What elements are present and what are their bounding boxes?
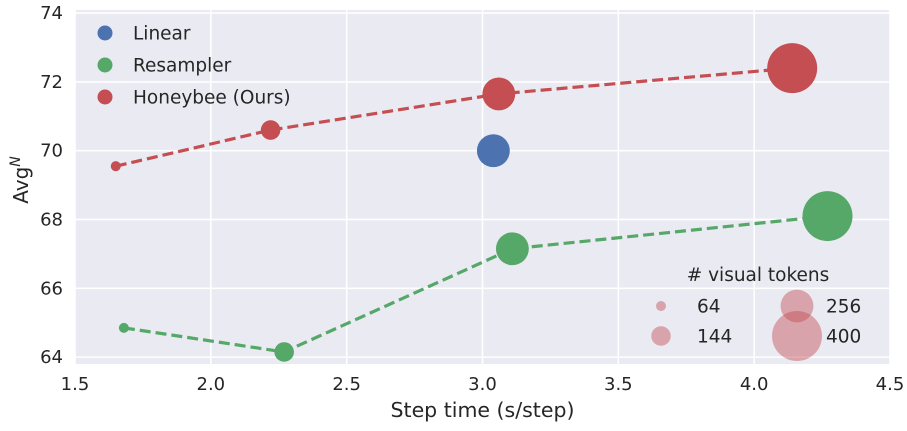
- legend-item-resampler: Resampler: [133, 56, 232, 77]
- size-legend-label-256: 256: [826, 297, 861, 318]
- size-legend-bubble-256: [780, 289, 814, 323]
- x-tick-label-4.5: 4.5: [876, 374, 905, 395]
- x-tick-label-3.5: 3.5: [604, 374, 633, 395]
- data-point-honeybee-ours-400: [767, 43, 818, 94]
- y-tick-label-70: 70: [40, 141, 63, 162]
- data-point-linear-256: [476, 134, 510, 168]
- series-line-resampler: [123, 214, 828, 354]
- data-point-resampler-256: [495, 232, 529, 266]
- x-tick-label-2.5: 2.5: [332, 374, 361, 395]
- y-tick-label-66: 66: [40, 278, 63, 299]
- size-legend-bubble-144: [651, 326, 671, 346]
- size-legend-label-144: 144: [697, 327, 732, 348]
- data-point-honeybee-ours-256: [482, 77, 516, 111]
- legend-marker-honeybee-ours: [97, 89, 113, 105]
- y-tick-label-68: 68: [40, 210, 63, 231]
- data-point-resampler-400: [802, 191, 853, 242]
- x-tick-label-1.5: 1.5: [61, 374, 90, 395]
- y-tick-label-64: 64: [40, 347, 63, 368]
- data-point-resampler-144: [274, 342, 294, 362]
- x-axis-label: Step time (s/step): [391, 398, 575, 422]
- size-legend-title: # visual tokens: [687, 265, 830, 286]
- y-axis-label: AvgN: [8, 156, 33, 204]
- x-tick-label-4.0: 4.0: [740, 374, 769, 395]
- y-tick-label-74: 74: [40, 3, 63, 24]
- size-legend-bubble-64: [655, 300, 667, 312]
- y-tick-label-72: 72: [40, 72, 63, 93]
- data-point-resampler-64: [118, 322, 129, 333]
- size-legend-bubble-400: [772, 311, 822, 361]
- legend-marker-resampler: [97, 57, 113, 73]
- legend-marker-linear: [97, 25, 113, 41]
- series-line-honeybee-ours: [115, 66, 793, 168]
- x-tick-label-3.0: 3.0: [468, 374, 497, 395]
- size-legend-label-400: 400: [826, 327, 861, 348]
- legend-item-honeybee-ours: Honeybee (Ours): [133, 88, 291, 109]
- size-legend-label-64: 64: [697, 297, 721, 318]
- data-point-honeybee-ours-64: [110, 161, 121, 172]
- x-tick-label-2.0: 2.0: [197, 374, 226, 395]
- legend-item-linear: Linear: [133, 24, 191, 45]
- data-point-honeybee-ours-144: [260, 120, 281, 140]
